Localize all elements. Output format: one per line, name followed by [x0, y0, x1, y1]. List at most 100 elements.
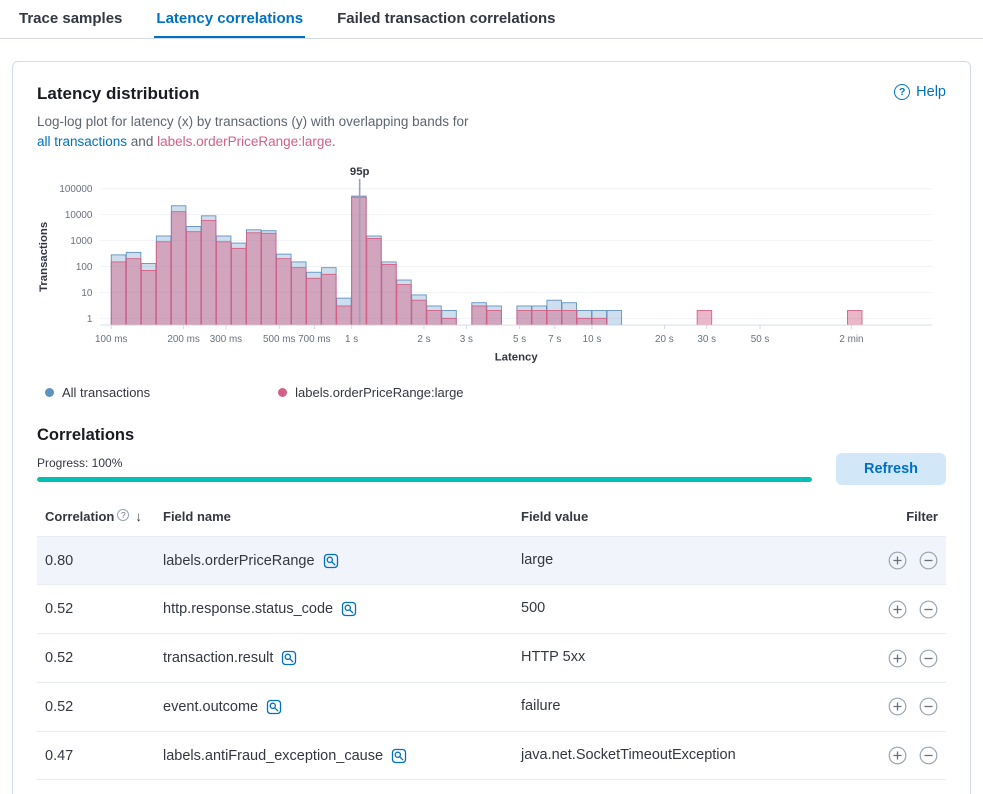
inspect-icon	[341, 602, 357, 617]
table-row: 0.52 transaction.result HTTP 5xx	[37, 633, 946, 683]
field-value: HTTP 5xx	[513, 633, 854, 683]
chart-description-text: Log-log plot for latency (x) by transact…	[37, 114, 469, 129]
legend-dot-icon	[45, 387, 54, 397]
correlation-value: 0.52	[37, 681, 155, 732]
filter-exclude-button[interactable]	[919, 649, 938, 668]
filter-exclude-button[interactable]	[919, 746, 938, 765]
correlation-value: 0.80	[37, 535, 155, 585]
svg-text:10000: 10000	[65, 210, 93, 221]
svg-text:10 s: 10 s	[583, 334, 602, 345]
legend-label: All transactions	[62, 384, 151, 400]
panel-title: Latency distribution	[37, 84, 200, 103]
table-header-row: Correlation? ↓ Field name Field value Fil…	[37, 501, 946, 537]
tab-latency-correlations[interactable]: Latency correlations	[154, 0, 305, 38]
help-icon: ?	[894, 84, 911, 100]
svg-text:95p: 95p	[350, 166, 370, 178]
svg-text:200 ms: 200 ms	[167, 334, 199, 345]
filter-include-button[interactable]	[888, 600, 907, 619]
plus-circle-icon	[888, 746, 907, 765]
svg-text:Latency: Latency	[495, 352, 539, 364]
svg-text:100: 100	[76, 262, 93, 273]
progress-label: Progress: 100%	[37, 455, 123, 470]
help-link[interactable]: ? Help	[894, 84, 946, 100]
latency-correlations-panel: Latency distribution ? Help Log-log plot…	[12, 61, 971, 794]
info-icon: ?	[117, 508, 130, 521]
inspect-icon	[266, 699, 282, 714]
correlation-value: 0.47	[37, 730, 155, 780]
filter-header: Filter	[906, 508, 938, 524]
table-row: 0.80 labels.orderPriceRange large	[37, 535, 946, 585]
svg-text:300 ms: 300 ms	[210, 334, 242, 345]
help-label: Help	[916, 84, 946, 100]
svg-text:5 s: 5 s	[513, 334, 526, 345]
minus-circle-icon	[919, 697, 938, 716]
svg-text:2 s: 2 s	[417, 334, 430, 345]
plus-circle-icon	[888, 697, 907, 716]
inspect-icon	[282, 650, 297, 666]
field-name: labels.orderPriceRange	[163, 552, 315, 569]
table-row: 0.47labels.antiFraud_exceptionorg.spring…	[37, 779, 946, 794]
field-value: java.net.SocketTimeoutException	[513, 730, 854, 780]
svg-text:1 s: 1 s	[345, 334, 358, 345]
field-inspect-button[interactable]	[266, 699, 282, 715]
chart-description: Log-log plot for latency (x) by transact…	[37, 114, 469, 149]
minus-circle-icon	[919, 551, 938, 570]
table-row: 0.47 labels.antiFraud_exception_cause java…	[37, 730, 946, 780]
minus-circle-icon	[919, 600, 938, 619]
filter-include-button[interactable]	[888, 697, 907, 716]
plus-circle-icon	[888, 649, 907, 667]
svg-text:10: 10	[81, 288, 92, 299]
svg-text:500 ms: 500 ms	[263, 334, 295, 345]
tab-failed-transaction-correlations[interactable]: Failed transaction correlations	[337, 10, 556, 27]
filter-exclude-button[interactable]	[919, 697, 938, 716]
progress-bar	[37, 476, 812, 482]
svg-text:7 s: 7 s	[548, 334, 561, 345]
svg-text:Transactions: Transactions	[38, 222, 50, 292]
inspect-icon	[323, 553, 338, 568]
inspect-icon	[391, 748, 407, 763]
sort-by-correlation-button[interactable]: Correlation? ↓	[45, 508, 142, 524]
field-inspect-button[interactable]	[281, 650, 297, 666]
filter-exclude-button[interactable]	[919, 551, 938, 570]
plus-circle-icon	[888, 600, 907, 619]
all-transactions-link[interactable]: all transactions	[37, 133, 128, 149]
svg-text:700 ms: 700 ms	[298, 334, 330, 345]
svg-text:3 s: 3 s	[460, 334, 473, 345]
table-row: 0.52 event.outcome failure	[37, 681, 946, 732]
svg-text:20 s: 20 s	[655, 334, 674, 345]
latency-distribution-chart[interactable]: 1 10 100 1000 10000 100000 95p 100 ms 200 ms 300 …	[37, 165, 946, 369]
svg-text:100000: 100000	[59, 184, 92, 195]
legend-item[interactable]: All transactions	[45, 385, 150, 400]
correlations-table: Correlation? ↓ Field name Field value Fil…	[37, 501, 946, 794]
legend-item[interactable]: labels.orderPriceRange:large	[278, 384, 464, 400]
field-name: event.outcome	[163, 698, 259, 715]
correlation-header-label: Correlation	[45, 508, 115, 524]
table-row: 0.52 http.response.status_code 500	[37, 584, 946, 634]
field-value: org.springframework.web.client.ResourceA…	[513, 779, 854, 794]
field-value: large	[513, 535, 854, 585]
svg-text:1: 1	[87, 314, 93, 325]
sort-desc-icon: ↓	[135, 508, 142, 524]
filter-exclude-button[interactable]	[919, 600, 938, 619]
field-name: http.response.status_code	[163, 601, 334, 618]
correlation-value: 0.52	[37, 584, 155, 634]
tab-trace-samples[interactable]: Trace samples	[19, 10, 123, 27]
minus-circle-icon	[919, 746, 938, 765]
field-value: failure	[513, 681, 854, 732]
field-name-header: Field name	[163, 508, 231, 524]
refresh-button[interactable]: Refresh	[836, 452, 946, 485]
tab-bar: Trace samples Latency correlations Faile…	[0, 0, 983, 39]
legend-label: labels.orderPriceRange:large	[295, 384, 464, 400]
svg-text:2 min: 2 min	[839, 334, 863, 345]
svg-text:100 ms: 100 ms	[95, 334, 127, 345]
field-inspect-button[interactable]	[323, 553, 339, 569]
field-inspect-button[interactable]	[391, 748, 407, 764]
svg-text:30 s: 30 s	[697, 334, 716, 345]
filter-include-button[interactable]	[888, 746, 907, 765]
correlation-value: 0.52	[37, 633, 155, 683]
filter-include-button[interactable]	[888, 649, 907, 668]
latency-histogram-svg[interactable]: 1 10 100 1000 10000 100000 95p 100 ms 200 ms 300 …	[37, 165, 946, 369]
minus-circle-icon	[919, 649, 938, 667]
filter-include-button[interactable]	[888, 551, 907, 570]
field-inspect-button[interactable]	[341, 601, 357, 617]
